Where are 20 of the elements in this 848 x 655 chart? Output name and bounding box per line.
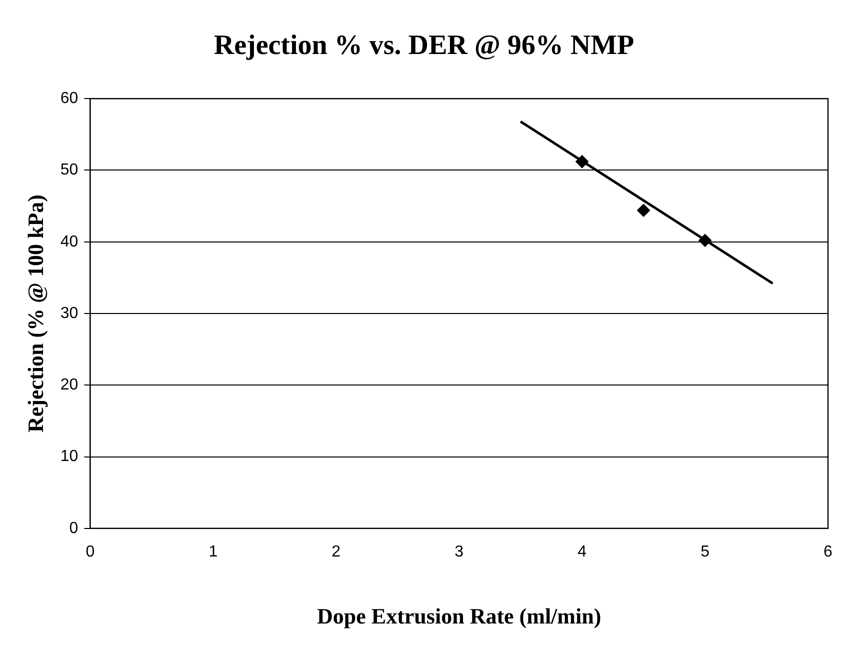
x-tick-label: 6 [824,543,833,560]
point [576,155,589,168]
point [698,234,712,247]
y-tick-label: 50 [60,162,78,179]
y-tick-label: 10 [60,448,78,466]
x-tick-label: 5 [700,543,710,560]
y-tick-label: 60 [60,90,78,108]
y-axis-title: Rejection (% @ 100 kPa) [22,194,48,432]
x-tick-label: 0 [86,543,95,560]
x-tick-label: 2 [332,543,341,560]
point [637,204,650,217]
chart-title: Rejection % vs. DER @ 96% NMP [214,30,634,62]
x-tick-label: 4 [578,543,587,560]
y-tick-label: 20 [60,376,78,394]
x-tick-label: 3 [454,543,464,560]
x-tick-label: 1 [208,543,218,560]
y-tick-label: 0 [69,520,78,537]
x-axis-title: Dope Extrusion Rate (ml/min) [317,603,602,628]
y-tick-label: 40 [60,233,78,250]
y-tick-label: 30 [60,304,78,322]
